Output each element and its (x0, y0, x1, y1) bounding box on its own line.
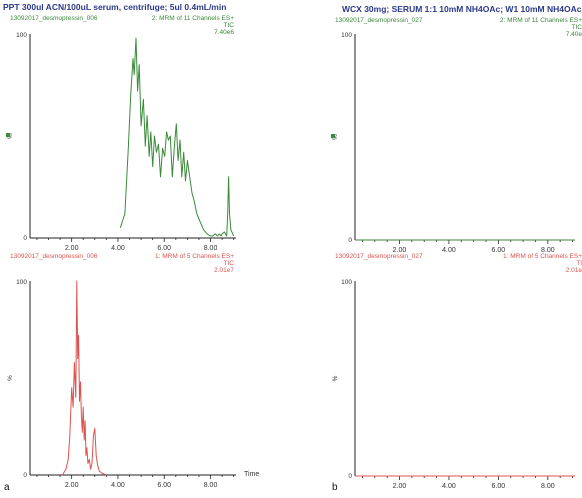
panel-a-label: a (4, 482, 10, 493)
x-tick-label: 6.00 (157, 482, 171, 489)
x-tick-label: 4.00 (111, 245, 125, 252)
y-axis-label: % (332, 134, 339, 140)
intensity-label: 7.40e6 (214, 29, 234, 36)
trace-label: TIC (224, 260, 235, 267)
x-tick-label: 2.00 (393, 247, 407, 254)
y-axis-label: % (332, 375, 339, 381)
y-tick-label-0: 0 (23, 235, 27, 242)
trace-label: TI (576, 260, 582, 267)
intensity-label: 2.01e7 (214, 267, 234, 274)
x-tick-label: 2.00 (393, 483, 407, 490)
intensity-label: 7.40e (566, 31, 582, 38)
channel-label: 2: MRM of 11 Channels ES+ (152, 15, 234, 22)
y-tick-label-0: 0 (348, 473, 352, 480)
sample-file-name: 13092017_desmopressin_027 (335, 17, 423, 24)
panel-b-label: b (332, 482, 338, 493)
trace-label: TIC (224, 22, 235, 29)
chromatogram-trace (119, 37, 235, 237)
x-tick-label: 4.00 (111, 482, 125, 489)
x-tick-label: 4.00 (442, 247, 456, 254)
x-axis-label: Time (244, 471, 259, 478)
channel-label: 2: MRM of 11 Channels ES+ (500, 17, 582, 24)
chromatogram-b-top: 13092017_desmopressin_027 2: MRM of 11 Ch… (331, 17, 582, 254)
x-tick-label: 4.00 (442, 483, 456, 490)
x-tick-label: 2.00 (65, 245, 79, 252)
panel-b-title: WCX 30mg; SERUM 1:1 10mM NH4OAc; W1 10mM… (342, 4, 582, 14)
channel-marker (6, 133, 10, 137)
sample-file-name: 13092017_desmopressin_006 (10, 253, 98, 260)
y-tick-label-0: 0 (23, 472, 27, 479)
y-tick-label-0: 0 (348, 237, 352, 244)
panel-a-title: PPT 300ul ACN/100uL serum, centrifuge; 5… (3, 2, 226, 12)
chromatogram-a-bottom: 13092017_desmopressin_006 1: MRM of 5 Cha… (7, 253, 259, 489)
x-tick-label: 8.00 (541, 483, 555, 490)
x-tick-label: 2.00 (65, 482, 79, 489)
x-tick-label: 6.00 (492, 247, 506, 254)
y-tick-label-100: 100 (341, 32, 352, 39)
x-tick-label: 8.00 (541, 247, 555, 254)
channel-label: 1: MRM of 5 Channels ES+ (155, 253, 234, 260)
x-tick-label: 8.00 (204, 482, 218, 489)
channel-label: 1: MRM of 5 Channels ES+ (503, 253, 582, 260)
x-tick-label: 6.00 (492, 483, 506, 490)
trace-label: TIC (572, 24, 582, 31)
sample-file-name: 13092017_desmopressin_027 (335, 253, 423, 260)
x-tick-label: 8.00 (204, 245, 218, 252)
chromatogram-a-top: 13092017_desmopressin_006 2: MRM of 11 Ch… (6, 15, 236, 252)
y-axis-label: % (7, 133, 14, 139)
chromatogram-b-bottom: 13092017_desmopressin_027 1: MRM of 5 Cha… (332, 253, 582, 490)
sample-file-name: 13092017_desmopressin_006 (10, 15, 98, 22)
x-tick-label: 6.00 (157, 245, 171, 252)
channel-marker (331, 134, 335, 138)
intensity-label: 2.01e (566, 267, 582, 274)
y-axis-label: % (7, 375, 14, 381)
y-tick-label-100: 100 (341, 279, 352, 286)
y-tick-label-100: 100 (16, 32, 27, 39)
chromatogram-trace (61, 280, 107, 476)
y-tick-label-100: 100 (16, 279, 27, 286)
